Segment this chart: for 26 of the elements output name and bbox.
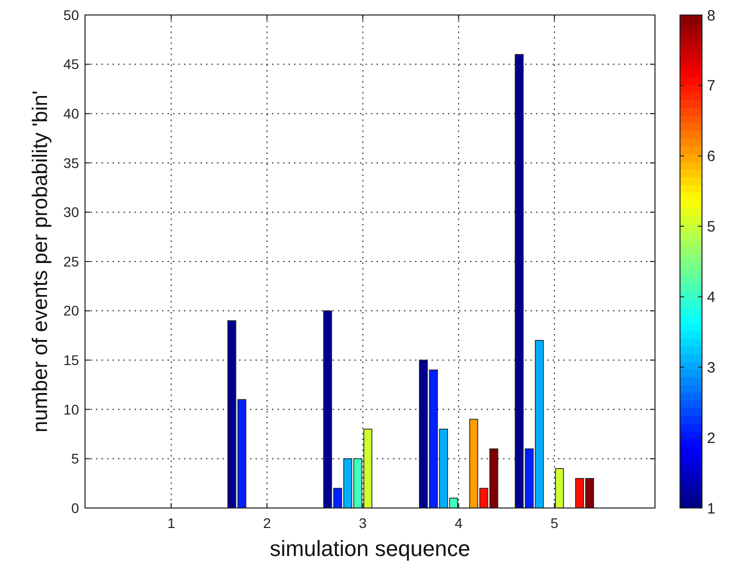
x-tick-label: 1 [167, 515, 176, 531]
y-tick-label: 50 [63, 6, 80, 23]
y-tick-label: 25 [63, 253, 80, 270]
color-bar-label: 4 [707, 288, 716, 306]
color-bar-label: 3 [707, 359, 716, 376]
y-axis-title: number of events per probability 'bin' [29, 90, 52, 432]
x-tick-label: 5 [550, 515, 559, 531]
y-tick-label: 5 [71, 450, 80, 467]
color-bar-label: 7 [707, 78, 716, 95]
y-tick-label: 15 [63, 352, 80, 368]
y-tick-label: 40 [63, 106, 80, 122]
x-tick-label: 3 [358, 515, 367, 531]
color-bar-label: 8 [707, 7, 716, 24]
y-tick-label: 30 [63, 204, 80, 220]
y-tick-label: 35 [63, 154, 80, 171]
y-tick-label: 20 [63, 302, 80, 319]
y-tick-label: 10 [63, 401, 80, 418]
color-bar-label: 6 [707, 148, 716, 166]
x-tick-label: 2 [263, 515, 272, 531]
x-tick-label: 4 [454, 515, 463, 531]
y-tick-label: 0 [71, 500, 80, 516]
x-axis-title: simulation sequence [270, 536, 470, 561]
color-bar-label: 2 [707, 430, 716, 447]
color-bar-label: 1 [707, 500, 716, 518]
color-bar-label: 5 [707, 218, 716, 236]
y-tick-label: 45 [63, 56, 80, 72]
